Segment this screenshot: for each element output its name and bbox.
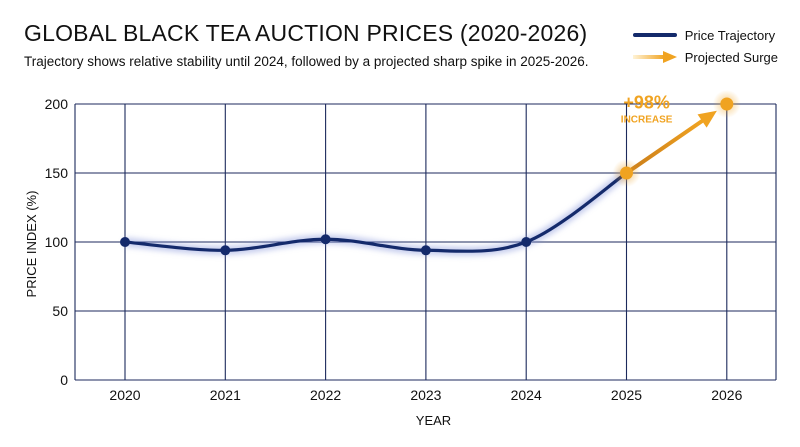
y-tick-label: 150 (45, 165, 69, 181)
y-tick-label: 50 (52, 303, 68, 319)
surge-arrow-shaft (624, 119, 705, 175)
price-trajectory-glow (124, 169, 630, 256)
x-axis-label: YEAR (416, 413, 451, 428)
y-axis-label: PRICE INDEX (%) (24, 191, 39, 298)
x-tick-label: 2026 (711, 387, 742, 403)
y-tick-label: 0 (60, 372, 68, 388)
legend-item-projected-surge: Projected Surge (632, 46, 778, 68)
y-tick-label: 200 (45, 96, 69, 112)
x-axis-ticks: 2020 2021 2022 2023 2024 2025 2026 (109, 387, 742, 403)
arrow-icon (632, 51, 677, 63)
x-tick-label: 2021 (210, 387, 241, 403)
legend-line-swatch (632, 33, 677, 37)
surge-point (620, 166, 633, 180)
legend-label-price-trajectory: Price Trajectory (684, 27, 776, 43)
data-point (220, 245, 231, 256)
price-trajectory-line (123, 171, 629, 253)
chart-subtitle: Trajectory shows relative stability unti… (24, 54, 589, 69)
legend-label-projected-surge: Projected Surge (684, 49, 778, 65)
x-tick-label: 2022 (310, 387, 341, 403)
data-point (120, 237, 130, 247)
x-tick-label: 2023 (410, 387, 441, 403)
data-points (120, 234, 532, 256)
surge-point (720, 97, 734, 111)
y-axis-ticks: 0 50 100 150 200 (45, 96, 69, 388)
x-tick-label: 2025 (611, 387, 642, 403)
data-point (420, 245, 431, 256)
legend-item-price-trajectory: Price Trajectory (632, 24, 778, 46)
x-tick-label: 2024 (511, 387, 542, 403)
x-tick-label: 2020 (109, 387, 140, 403)
legend: Price Trajectory Projected Surge (632, 24, 778, 68)
increase-annotation-label: INCREASE (621, 115, 673, 126)
chart-title: GLOBAL BLACK TEA AUCTION PRICES (2020-20… (24, 20, 588, 46)
surge-arrowhead (697, 110, 717, 128)
increase-annotation-value: +98% (623, 93, 670, 113)
grid (74, 103, 777, 381)
projected-surge (612, 90, 741, 187)
y-tick-label: 100 (45, 234, 69, 250)
data-point (320, 234, 331, 245)
data-point (521, 237, 532, 247)
